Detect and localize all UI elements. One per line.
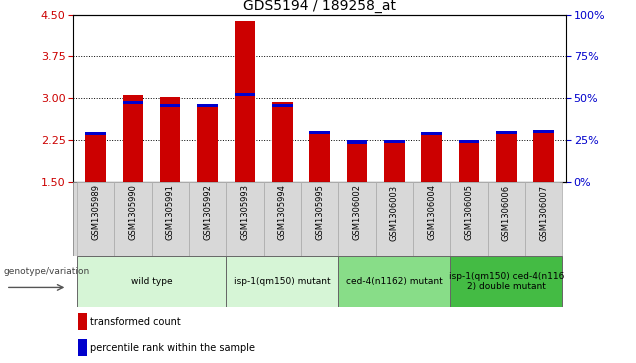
Bar [338,182,376,256]
Text: genotype/variation: genotype/variation [4,267,90,276]
Bar [123,95,143,182]
Bar [488,182,525,256]
Bar [496,134,516,182]
Bar [534,130,554,133]
Bar [272,104,293,107]
Bar [459,140,479,143]
Text: wild type: wild type [131,277,172,286]
Bar [272,102,293,182]
Bar [226,182,263,256]
Bar [235,93,255,96]
Text: GSM1305994: GSM1305994 [278,184,287,240]
Text: GSM1306004: GSM1306004 [427,184,436,240]
Text: ced-4(n1162) mutant: ced-4(n1162) mutant [346,277,443,286]
Text: GSM1305991: GSM1305991 [166,184,175,240]
Text: GSM1306005: GSM1306005 [464,184,473,240]
Text: GSM1305993: GSM1305993 [240,184,249,240]
Text: percentile rank within the sample: percentile rank within the sample [90,343,256,353]
Bar [77,256,226,307]
Bar [85,131,106,135]
Text: GSM1305992: GSM1305992 [203,184,212,240]
Text: GSM1306006: GSM1306006 [502,184,511,241]
Text: GSM1305989: GSM1305989 [91,184,100,240]
Bar [301,182,338,256]
Text: isp-1(qm150) mutant: isp-1(qm150) mutant [234,277,331,286]
Bar [421,131,442,135]
Bar [338,256,450,307]
Bar [384,140,404,143]
Bar [226,256,338,307]
Text: isp-1(qm150) ced-4(n116
2) double mutant: isp-1(qm150) ced-4(n116 2) double mutant [448,272,564,291]
Bar [421,134,442,182]
Bar [450,182,488,256]
Text: transformed count: transformed count [90,317,181,327]
Bar [263,182,301,256]
Bar [235,21,255,182]
Bar [534,132,554,182]
Bar [347,140,367,143]
Bar [197,105,218,182]
Bar [77,182,114,256]
Bar [85,134,106,182]
Bar [160,97,181,182]
Bar [376,182,413,256]
Bar [160,104,181,107]
Bar [78,339,87,356]
Bar [496,131,516,134]
Bar [347,143,367,182]
Text: GSM1306007: GSM1306007 [539,184,548,241]
Bar [525,182,562,256]
Bar [413,182,450,256]
Text: GSM1305990: GSM1305990 [128,184,137,240]
Text: GSM1306003: GSM1306003 [390,184,399,241]
Bar [189,182,226,256]
Bar [78,314,87,330]
Bar [123,101,143,104]
Text: GSM1306002: GSM1306002 [352,184,361,240]
Bar [151,182,189,256]
Bar [384,143,404,182]
Bar [459,143,479,182]
Bar [450,256,562,307]
Text: GSM1305995: GSM1305995 [315,184,324,240]
Bar [309,131,330,134]
Bar [114,182,151,256]
Bar [197,104,218,107]
Bar [309,134,330,182]
Title: GDS5194 / 189258_at: GDS5194 / 189258_at [243,0,396,13]
